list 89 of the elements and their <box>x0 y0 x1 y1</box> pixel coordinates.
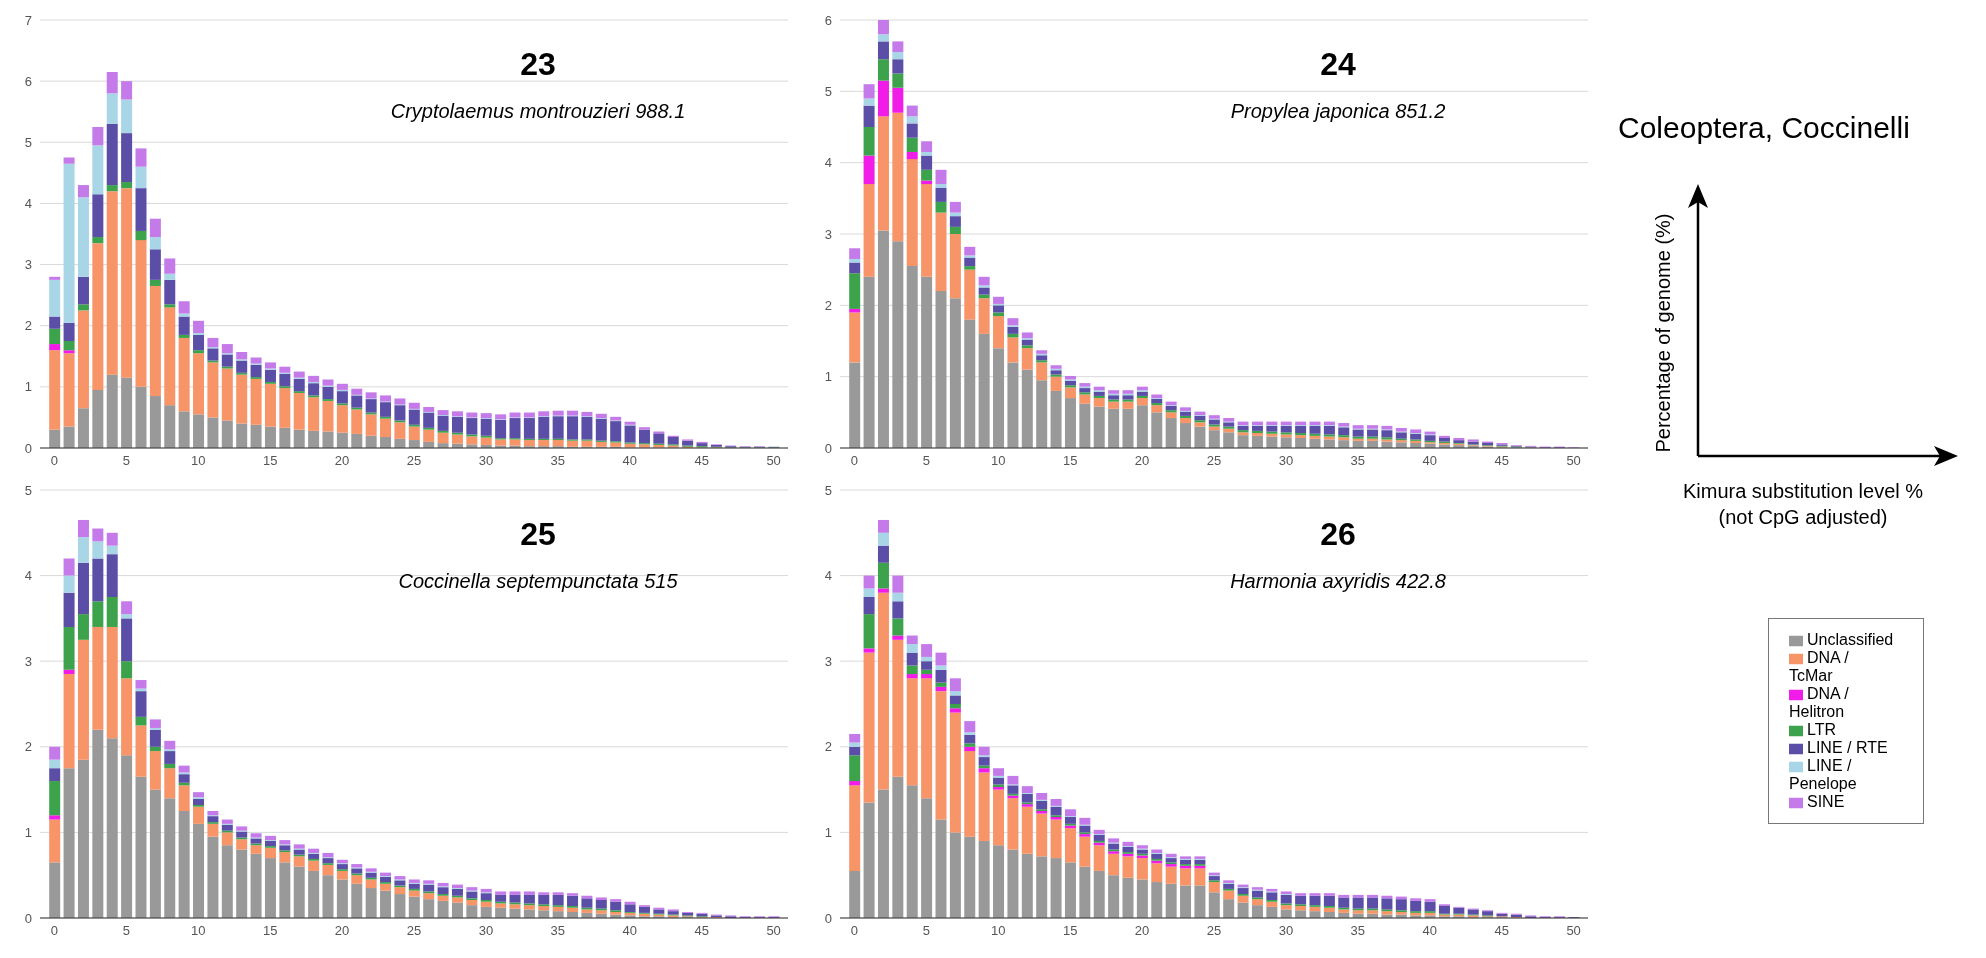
y-tick-label: 4 <box>24 196 32 212</box>
text: Propylea japonica 851.2 <box>1230 100 1446 122</box>
x-tick-label: 15 <box>262 453 278 469</box>
y-tick-label: 0 <box>24 440 32 456</box>
x-tick-label: 35 <box>1350 923 1366 939</box>
legend-label: LINE / Penelope <box>1789 757 1857 792</box>
x-tick-label: 20 <box>334 923 350 939</box>
text: 26 <box>1320 516 1356 552</box>
text: 23 <box>520 46 556 82</box>
x-tick-label: 40 <box>622 923 637 939</box>
legend-label: Unclassified <box>1807 631 1894 648</box>
y-tick-label: 1 <box>824 825 832 841</box>
x-tick-label: 5 <box>922 453 930 469</box>
text: Coccinella septempunctata 515 <box>398 570 678 592</box>
text: Harmonia axyridis 422.8 <box>1230 570 1446 592</box>
x-tick-label: 0 <box>50 453 58 469</box>
x-tick-label: 0 <box>850 923 858 939</box>
text: 24 <box>1320 46 1356 82</box>
x-tick-label: 30 <box>1278 453 1294 469</box>
y-tick-label: 0 <box>824 910 832 926</box>
legend-label: LINE / RTE <box>1807 739 1888 756</box>
y-tick-label: 2 <box>24 739 32 755</box>
y-tick-label: 3 <box>824 226 832 242</box>
y-tick-label: 3 <box>824 653 832 669</box>
legend-label: LTR <box>1807 721 1837 738</box>
text: Kimura substitution level % (not CpG adjusted) <box>1682 480 1924 528</box>
x-tick-label: 10 <box>991 923 1006 939</box>
x-tick-label: 10 <box>191 923 206 939</box>
x-tick-label: 20 <box>334 453 350 469</box>
y-tick-label: 6 <box>824 12 832 28</box>
x-tick-label: 45 <box>694 923 709 939</box>
x-tick-label: 25 <box>1206 453 1222 469</box>
y-tick-label: 3 <box>24 653 32 669</box>
text: Cryptolaemus montrouzieri 988.1 <box>390 100 686 122</box>
x-tick-label: 15 <box>1062 453 1078 469</box>
legend-label: DNA / Helitron <box>1789 685 1849 720</box>
x-tick-label: 0 <box>850 453 858 469</box>
x-tick-label: 5 <box>122 923 130 939</box>
y-tick-label: 1 <box>24 825 32 841</box>
x-tick-label: 45 <box>694 453 709 469</box>
y-tick-label: 1 <box>24 379 32 395</box>
text: Percentage of genome (%) <box>1652 213 1674 453</box>
y-tick-label: 5 <box>24 134 32 150</box>
x-tick-label: 25 <box>406 923 422 939</box>
x-tick-label: 10 <box>991 453 1006 469</box>
x-tick-label: 40 <box>1422 923 1437 939</box>
x-tick-label: 25 <box>406 453 422 469</box>
x-tick-label: 50 <box>766 453 781 469</box>
y-tick-label: 5 <box>824 83 832 99</box>
x-tick-label: 20 <box>1134 453 1150 469</box>
text: Coleoptera, Coccinelli <box>1618 111 1910 144</box>
y-tick-label: 7 <box>24 12 32 28</box>
x-tick-label: 5 <box>922 923 930 939</box>
x-tick-label: 50 <box>1566 453 1581 469</box>
x-tick-label: 45 <box>1494 453 1509 469</box>
x-tick-label: 40 <box>1422 453 1437 469</box>
x-tick-label: 15 <box>1062 923 1078 939</box>
y-tick-label: 4 <box>24 568 32 584</box>
x-tick-label: 10 <box>191 453 206 469</box>
x-tick-label: 25 <box>1206 923 1222 939</box>
x-tick-label: 30 <box>478 923 494 939</box>
y-tick-label: 4 <box>824 568 832 584</box>
legend-label: DNA / TcMar <box>1789 649 1849 684</box>
y-tick-label: 5 <box>24 482 32 498</box>
legend-label: SINE <box>1807 793 1845 810</box>
x-tick-label: 35 <box>550 923 566 939</box>
x-tick-label: 15 <box>262 923 278 939</box>
x-tick-label: 30 <box>478 453 494 469</box>
y-tick-label: 3 <box>24 257 32 273</box>
y-tick-label: 2 <box>824 297 832 313</box>
x-tick-label: 50 <box>766 923 781 939</box>
y-tick-label: 0 <box>824 440 832 456</box>
y-tick-label: 6 <box>24 73 32 89</box>
x-tick-label: 45 <box>1494 923 1509 939</box>
y-tick-label: 2 <box>24 318 32 334</box>
y-tick-label: 0 <box>24 910 32 926</box>
y-tick-label: 2 <box>824 739 832 755</box>
x-tick-label: 20 <box>1134 923 1150 939</box>
x-tick-label: 35 <box>1350 453 1366 469</box>
x-tick-label: 40 <box>622 453 637 469</box>
x-tick-label: 50 <box>1566 923 1581 939</box>
x-tick-label: 5 <box>122 453 130 469</box>
x-tick-label: 0 <box>50 923 58 939</box>
x-tick-label: 30 <box>1278 923 1294 939</box>
y-tick-label: 4 <box>824 155 832 171</box>
text: 25 <box>520 516 556 552</box>
y-tick-label: 5 <box>824 482 832 498</box>
x-tick-label: 35 <box>550 453 566 469</box>
y-tick-label: 1 <box>824 369 832 385</box>
